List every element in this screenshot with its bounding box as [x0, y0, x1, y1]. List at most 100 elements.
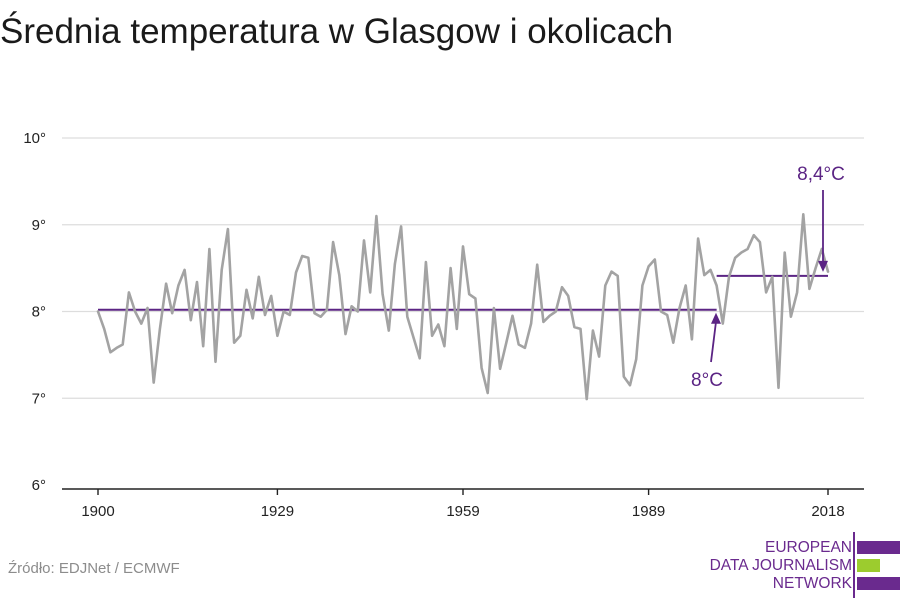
- data-point-1994: [678, 307, 681, 309]
- series-layer: [96, 213, 830, 401]
- data-point-2013: [796, 291, 798, 294]
- logo-bar-middle: [857, 559, 880, 572]
- data-point-1924: [245, 289, 248, 291]
- data-point-1937: [326, 308, 328, 311]
- data-point-1972: [542, 321, 545, 323]
- data-point-2005: [746, 248, 749, 250]
- data-point-1970: [530, 322, 532, 325]
- data-point-1999: [709, 269, 712, 271]
- data-point-2009: [771, 276, 774, 278]
- data-point-1953: [425, 261, 427, 263]
- data-point-1927: [264, 314, 266, 316]
- data-point-1993: [672, 341, 675, 344]
- data-point-1911: [165, 282, 167, 285]
- data-point-2018: [827, 270, 829, 273]
- data-point-1935: [313, 312, 316, 315]
- data-point-1977: [573, 326, 576, 328]
- data-point-1931: [288, 314, 291, 316]
- annotation-84c-arrowhead: [818, 260, 828, 272]
- x-axis: 1900 1929 1959 1989 2018: [62, 488, 864, 520]
- data-point-1915: [189, 319, 192, 321]
- data-point-1992: [666, 314, 668, 316]
- data-point-2007: [759, 241, 761, 243]
- data-point-1979: [585, 398, 588, 400]
- data-point-1903: [115, 347, 118, 349]
- data-point-2015: [808, 288, 811, 290]
- data-point-1909: [152, 381, 155, 384]
- data-point-1930: [282, 310, 285, 313]
- data-point-1986: [629, 384, 631, 387]
- x-tick-label-2018: 2018: [811, 503, 844, 520]
- data-point-1976: [567, 295, 569, 297]
- data-point-1918: [208, 248, 211, 250]
- data-point-1978: [579, 328, 582, 330]
- data-point-1998: [703, 274, 706, 276]
- source-note: Źródło: EDJNet / ECMWF: [8, 560, 180, 577]
- data-point-2011: [783, 251, 786, 254]
- data-point-1906: [134, 310, 136, 313]
- data-point-1943: [363, 239, 365, 242]
- logo-bar-bottom: [857, 577, 900, 590]
- logo-line-data-journalism: DATA JOURNALISM: [709, 557, 852, 574]
- edjnet-logo: EUROPEAN DATA JOURNALISM NETWORK: [690, 532, 900, 598]
- data-point-2008: [765, 291, 767, 294]
- data-point-1934: [307, 256, 310, 259]
- data-point-1919: [214, 361, 217, 363]
- data-point-2006: [752, 234, 755, 236]
- grid-lines: [62, 137, 864, 399]
- data-point-1982: [604, 284, 607, 287]
- data-point-1925: [251, 317, 254, 320]
- data-point-1985: [623, 375, 625, 378]
- data-point-2001: [722, 322, 724, 325]
- data-point-1917: [202, 345, 204, 348]
- x-tick-label-1900: 1900: [81, 503, 114, 520]
- data-point-1912: [171, 312, 174, 315]
- y-tick-label-9: 9°: [32, 217, 46, 234]
- data-point-2012: [790, 315, 792, 318]
- logo-line-european: EUROPEAN: [765, 539, 852, 556]
- data-point-1948: [394, 262, 396, 265]
- data-point-1916: [196, 281, 198, 283]
- data-point-1996: [691, 338, 693, 341]
- annotation-8c-arrowhead: [711, 312, 721, 324]
- data-point-1957: [449, 267, 452, 269]
- data-point-1938: [332, 241, 334, 243]
- data-point-1962: [480, 367, 483, 369]
- data-point-2016: [814, 267, 817, 269]
- data-point-1926: [258, 276, 260, 278]
- data-point-1958: [456, 328, 458, 330]
- data-point-1968: [517, 343, 520, 346]
- data-point-1961: [474, 297, 477, 300]
- data-point-1913: [177, 284, 180, 287]
- data-point-1928: [270, 295, 273, 297]
- data-point-1951: [412, 336, 415, 339]
- chart-title: Średnia temperatura w Glasgow i okolicac…: [0, 12, 674, 51]
- annotations: 8°C 8,4°C: [691, 164, 845, 391]
- y-tick-label-7: 7°: [32, 390, 46, 407]
- data-point-1995: [684, 284, 687, 287]
- data-point-1932: [295, 271, 297, 274]
- data-point-1940: [344, 333, 347, 335]
- data-point-1981: [598, 355, 600, 358]
- data-point-1969: [524, 347, 526, 349]
- data-point-2002: [728, 276, 730, 278]
- data-point-1942: [357, 310, 359, 313]
- data-point-2000: [715, 284, 718, 287]
- data-point-1983: [610, 270, 613, 273]
- data-point-1960: [468, 293, 470, 295]
- data-point-1974: [554, 310, 557, 313]
- data-point-1949: [400, 225, 402, 228]
- data-point-1900: [97, 310, 99, 313]
- data-point-1971: [536, 263, 539, 266]
- data-point-1914: [183, 269, 186, 271]
- data-point-1904: [121, 343, 124, 346]
- y-tick-label-6: 6°: [32, 477, 46, 494]
- data-point-1946: [381, 293, 384, 295]
- data-point-1902: [109, 351, 112, 354]
- data-point-1952: [418, 357, 421, 360]
- data-point-1997: [697, 237, 699, 240]
- data-point-1939: [338, 274, 341, 276]
- data-point-1975: [561, 286, 563, 289]
- data-point-1908: [146, 307, 149, 309]
- data-point-1910: [159, 328, 161, 330]
